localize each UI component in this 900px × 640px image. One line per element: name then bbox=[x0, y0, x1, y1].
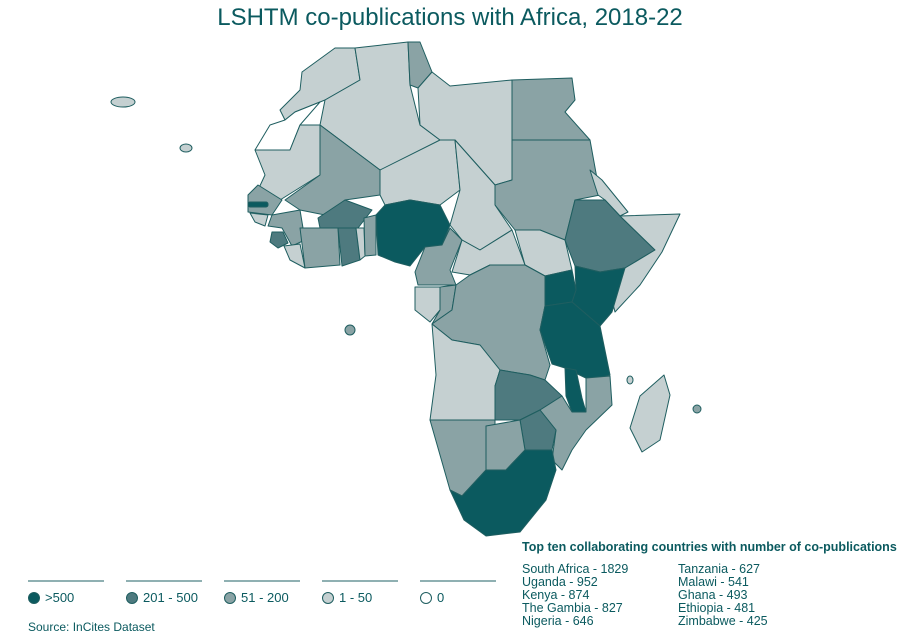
legend-label: >500 bbox=[45, 590, 75, 605]
source-note: Source: InCites Dataset bbox=[28, 620, 155, 634]
legend-swatch bbox=[322, 591, 334, 604]
legend-item: 51 - 200 bbox=[224, 580, 300, 605]
country-mauritius[interactable] bbox=[692, 404, 702, 414]
map-title: LSHTM co-publications with Africa, 2018-… bbox=[217, 4, 683, 31]
country-benin[interactable] bbox=[363, 214, 377, 257]
top-ten-column: Tanzania - 627 Malawi - 541 Ghana - 493 … bbox=[678, 563, 768, 628]
legend-label: 0 bbox=[437, 590, 445, 605]
country-egypt[interactable] bbox=[511, 77, 591, 141]
top-ten-item: Zimbabwe - 425 bbox=[678, 614, 768, 628]
legend-item: 0 bbox=[420, 580, 496, 605]
top-ten-item: Malawi - 541 bbox=[678, 575, 749, 589]
country-gambia[interactable] bbox=[247, 201, 269, 208]
country-comoros[interactable] bbox=[626, 375, 634, 385]
top-ten-item: Nigeria - 646 bbox=[522, 614, 594, 628]
top-ten-item: Kenya - 874 bbox=[522, 588, 590, 602]
country-south-africa[interactable] bbox=[449, 449, 557, 537]
legend: >500 201 - 500 51 - 200 1 - 50 0 bbox=[28, 580, 496, 605]
top-ten-item: The Gambia - 827 bbox=[522, 601, 623, 615]
legend-swatch bbox=[28, 591, 40, 604]
top-ten-column: South Africa - 1829 Uganda - 952 Kenya -… bbox=[522, 563, 628, 628]
country-madagascar[interactable] bbox=[629, 374, 671, 453]
country-cape-verde[interactable] bbox=[110, 96, 136, 108]
country-sao-tome[interactable] bbox=[344, 324, 356, 336]
legend-item: 1 - 50 bbox=[322, 580, 398, 605]
legend-swatch bbox=[420, 591, 432, 604]
legend-label: 51 - 200 bbox=[241, 590, 289, 605]
country-sierra-leone[interactable] bbox=[269, 231, 289, 249]
legend-swatch bbox=[126, 591, 138, 604]
top-ten-title: Top ten collaborating countries with num… bbox=[522, 540, 897, 554]
country-somalia[interactable] bbox=[609, 213, 681, 313]
country-guinea-bissau[interactable] bbox=[249, 212, 269, 227]
top-ten-item: Ethiopia - 481 bbox=[678, 601, 756, 615]
top-ten-item: South Africa - 1829 bbox=[522, 562, 629, 576]
top-ten-item: Uganda - 952 bbox=[522, 575, 598, 589]
legend-label: 201 - 500 bbox=[143, 590, 198, 605]
top-ten-item: Tanzania - 627 bbox=[678, 562, 761, 576]
legend-label: 1 - 50 bbox=[339, 590, 373, 605]
country-cote-divoire[interactable] bbox=[299, 227, 341, 269]
country-uganda[interactable] bbox=[544, 269, 577, 307]
country-liberia[interactable] bbox=[283, 243, 306, 269]
top-ten-item: Ghana - 493 bbox=[678, 588, 748, 602]
legend-item: 201 - 500 bbox=[126, 580, 202, 605]
country-canary[interactable] bbox=[179, 143, 193, 153]
legend-swatch bbox=[224, 591, 236, 604]
country-gabon[interactable] bbox=[414, 286, 441, 323]
legend-item: >500 bbox=[28, 580, 104, 605]
